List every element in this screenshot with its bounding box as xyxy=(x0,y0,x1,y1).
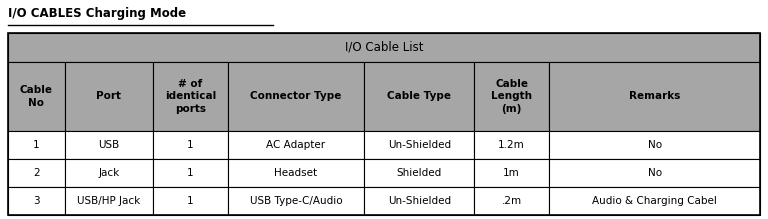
FancyBboxPatch shape xyxy=(474,159,549,187)
FancyBboxPatch shape xyxy=(65,159,153,187)
FancyBboxPatch shape xyxy=(153,159,228,187)
Text: Audio & Charging Cabel: Audio & Charging Cabel xyxy=(592,196,717,206)
Text: 1: 1 xyxy=(187,168,194,178)
FancyBboxPatch shape xyxy=(8,159,65,187)
Text: Remarks: Remarks xyxy=(629,92,680,101)
Text: No: No xyxy=(647,140,662,150)
FancyBboxPatch shape xyxy=(549,187,760,215)
Text: USB/HP Jack: USB/HP Jack xyxy=(78,196,141,206)
FancyBboxPatch shape xyxy=(153,187,228,215)
FancyBboxPatch shape xyxy=(153,62,228,131)
Text: Shielded: Shielded xyxy=(396,168,442,178)
FancyBboxPatch shape xyxy=(153,131,228,159)
Text: Headset: Headset xyxy=(274,168,317,178)
Text: Port: Port xyxy=(97,92,121,101)
FancyBboxPatch shape xyxy=(549,62,760,131)
Text: .2m: .2m xyxy=(502,196,521,206)
Text: 1: 1 xyxy=(33,140,40,150)
FancyBboxPatch shape xyxy=(364,62,474,131)
FancyBboxPatch shape xyxy=(364,159,474,187)
Text: Un-Shielded: Un-Shielded xyxy=(388,140,451,150)
Text: No: No xyxy=(647,168,662,178)
FancyBboxPatch shape xyxy=(8,62,65,131)
Text: I/O Cable List: I/O Cable List xyxy=(345,41,423,54)
FancyBboxPatch shape xyxy=(65,187,153,215)
FancyBboxPatch shape xyxy=(8,131,65,159)
Text: Cable Type: Cable Type xyxy=(387,92,452,101)
Text: 1: 1 xyxy=(187,196,194,206)
FancyBboxPatch shape xyxy=(228,62,364,131)
Text: 2: 2 xyxy=(33,168,40,178)
Text: # of
identical
ports: # of identical ports xyxy=(164,79,216,114)
Text: 3: 3 xyxy=(33,196,40,206)
Text: I/O CABLES Charging Mode: I/O CABLES Charging Mode xyxy=(8,7,186,19)
Text: Connector Type: Connector Type xyxy=(250,92,342,101)
Text: 1.2m: 1.2m xyxy=(498,140,525,150)
Text: AC Adapter: AC Adapter xyxy=(266,140,326,150)
Text: USB: USB xyxy=(98,140,120,150)
FancyBboxPatch shape xyxy=(228,159,364,187)
FancyBboxPatch shape xyxy=(474,187,549,215)
FancyBboxPatch shape xyxy=(228,187,364,215)
FancyBboxPatch shape xyxy=(474,131,549,159)
FancyBboxPatch shape xyxy=(8,33,760,62)
FancyBboxPatch shape xyxy=(474,62,549,131)
Text: Cable
No: Cable No xyxy=(20,85,53,108)
FancyBboxPatch shape xyxy=(549,159,760,187)
FancyBboxPatch shape xyxy=(364,187,474,215)
Text: Jack: Jack xyxy=(98,168,120,178)
FancyBboxPatch shape xyxy=(228,131,364,159)
FancyBboxPatch shape xyxy=(65,62,153,131)
Text: 1: 1 xyxy=(187,140,194,150)
Text: Un-Shielded: Un-Shielded xyxy=(388,196,451,206)
FancyBboxPatch shape xyxy=(549,131,760,159)
Text: 1m: 1m xyxy=(503,168,520,178)
FancyBboxPatch shape xyxy=(65,131,153,159)
FancyBboxPatch shape xyxy=(8,187,65,215)
FancyBboxPatch shape xyxy=(364,131,474,159)
Text: Cable
Length
(m): Cable Length (m) xyxy=(492,79,532,114)
Text: USB Type-C/Audio: USB Type-C/Audio xyxy=(250,196,343,206)
